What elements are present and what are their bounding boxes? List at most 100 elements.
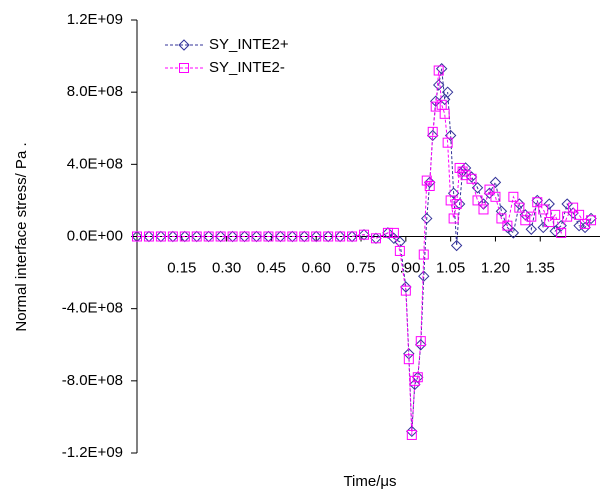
data-point [562,211,573,222]
data-point [525,223,538,235]
y-axis-title: Normal interface stress/ Pa . [13,142,30,331]
data-point [388,227,399,238]
data-point [585,212,597,225]
data-point [556,227,567,238]
data-point [415,336,426,347]
data-point [203,231,214,242]
x-tick-label: 0.15 [167,259,196,276]
data-point [451,199,462,210]
data-point [450,239,463,252]
data-point [483,187,496,199]
data-point [537,221,549,234]
data-point [531,194,543,207]
data-point [191,231,202,242]
data-point [478,204,489,215]
data-point [538,204,549,215]
data-point [574,209,585,220]
data-point [263,231,274,242]
data-point [358,228,370,241]
data-point [323,231,334,242]
data-point [459,162,472,174]
data-point [215,231,226,242]
x-tick-label: 0.30 [212,259,241,276]
data-point [403,354,414,365]
data-point [400,285,411,296]
data-point [370,232,382,245]
x-tick-label: 1.20 [481,259,510,276]
data-point [444,129,457,142]
data-point [370,233,381,244]
data-point [239,231,250,242]
data-point [179,231,190,242]
data-point [495,205,508,217]
data-point [550,209,561,220]
series-line [137,70,592,435]
data-point [460,170,471,181]
legend-label: SY_INTE2+ [209,36,289,53]
data-point [167,231,178,242]
data-point [335,231,346,242]
data-point [472,195,483,206]
data-point [430,95,442,107]
data-point [409,375,420,386]
data-point [507,227,520,239]
data-point [489,176,502,189]
data-point [435,63,448,75]
data-point [520,215,531,226]
x-tick-label: 0.45 [257,259,286,276]
data-point [421,212,433,225]
data-point [561,198,573,210]
y-tick-label: -1.2E+09 [62,444,123,461]
legend-marker [179,63,189,73]
data-point [544,217,555,228]
x-axis-title: Time/μs [343,473,396,490]
data-point [501,221,514,234]
data-point [311,231,322,242]
legend-marker [178,39,190,51]
data-point [549,225,561,237]
data-point [132,231,142,242]
data-point [418,270,430,282]
data-point [299,231,310,242]
legend-label: SY_INTE2- [209,59,285,76]
data-point [568,202,579,213]
data-point [359,229,370,240]
data-point [412,372,423,383]
data-point [532,197,543,208]
x-tick-label: 0.60 [302,259,331,276]
data-point [427,129,439,142]
data-point [287,231,298,242]
data-point [406,429,417,440]
data-point [471,182,484,194]
data-point [227,231,238,242]
data-point [430,101,441,112]
data-point [155,231,166,242]
data-point [496,213,507,224]
data-point [406,425,418,438]
data-point [251,231,262,242]
data-point [415,339,427,351]
data-point [567,207,579,219]
data-point [388,232,400,245]
data-point [579,221,591,234]
data-point [432,79,445,91]
data-point [382,227,394,239]
data-point [143,231,154,242]
y-tick-label: -4.0E+08 [62,300,123,317]
data-point [457,166,468,177]
data-point [433,65,444,76]
y-tick-label: 1.2E+09 [67,11,123,28]
data-point [347,231,358,242]
x-tick-label: 1.35 [526,259,555,276]
data-point [484,184,495,195]
data-point [448,213,459,224]
data-point [442,137,453,148]
y-tick-label: 8.0E+08 [67,83,123,100]
x-tick-label: 0.75 [346,259,375,276]
data-point [508,191,519,202]
data-point [502,220,513,231]
series-line [137,68,592,432]
data-point [382,227,393,238]
